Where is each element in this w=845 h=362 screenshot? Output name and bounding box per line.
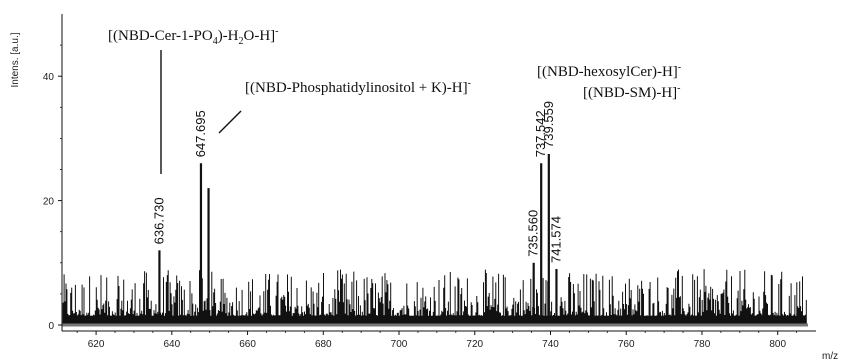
y-axis-ticks: 0 20 40 (43, 44, 62, 332)
y-tick-label: 40 (43, 72, 55, 83)
x-tick-label: 800 (769, 339, 786, 350)
annotation-sm: [(NBD-SM)-H]- (583, 83, 681, 101)
x-tick-label: 680 (315, 339, 332, 350)
peak-label-741-574: 741.574 (548, 216, 563, 263)
leader-line-pi (218, 110, 242, 134)
x-tick-label: 620 (88, 339, 105, 350)
x-tick-label: 740 (542, 339, 559, 350)
y-axis-title: Intens. [a.u.] (10, 32, 21, 87)
x-tick-label: 660 (239, 339, 256, 350)
x-axis-ticks: 620 640 660 680 700 720 740 760 780 800 (76, 331, 798, 350)
y-tick-label: 20 (43, 197, 55, 208)
annotation-pi: [(NBD-Phosphatidylinositol + K)-H]- (245, 78, 471, 96)
noise-trace (62, 269, 807, 325)
peak-label-647-695: 647.695 (193, 110, 208, 157)
spectrum-noise (62, 269, 807, 325)
y-tick-label: 0 (48, 321, 54, 332)
x-tick-label: 780 (694, 339, 711, 350)
annotation-cer1p: [(NBD-Cer-1-PO4)-H2O-H]- (108, 26, 279, 47)
annotation-hexcer: [(NBD-hexosylCer)-H]- (537, 62, 681, 80)
x-tick-label: 720 (466, 339, 483, 350)
peak-label-636-730: 636.730 (151, 197, 166, 244)
x-axis-title: m/z (822, 351, 838, 362)
peak-label-737-542: 737.542 (533, 110, 548, 157)
x-tick-label: 700 (391, 339, 408, 350)
x-tick-label: 640 (163, 339, 180, 350)
peak-label-735-560: 735.560 (526, 210, 541, 257)
x-tick-label: 760 (618, 339, 635, 350)
peak-label-739-559: 739.559 (541, 101, 556, 148)
spectrum-peaks (158, 153, 558, 325)
